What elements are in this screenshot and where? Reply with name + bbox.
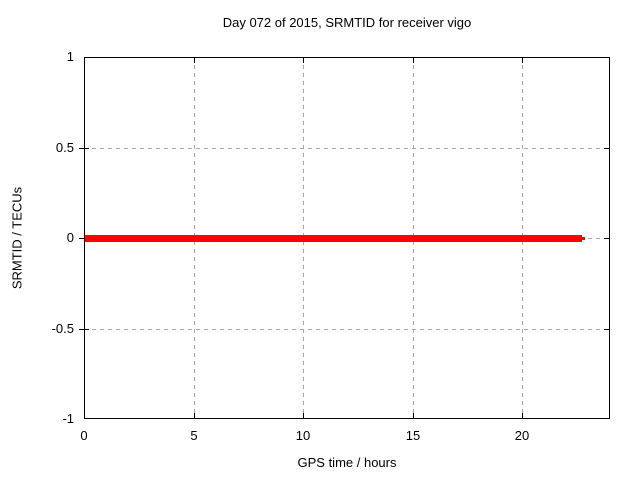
- x-tick-top: [194, 57, 195, 63]
- y-tick-right: [604, 148, 610, 149]
- x-tick-label: 0: [80, 428, 88, 443]
- y-tick-label: -0.5: [51, 321, 74, 336]
- series-line-endcap: [582, 237, 585, 240]
- y-tick-label: 0: [66, 230, 74, 245]
- gridline-horizontal: [84, 148, 610, 149]
- x-tick-bottom: [522, 413, 523, 419]
- x-tick-bottom: [303, 413, 304, 419]
- x-tick-bottom: [194, 413, 195, 419]
- x-tick-top: [303, 57, 304, 63]
- x-axis-label: GPS time / hours: [297, 455, 397, 470]
- y-tick-label: -1: [62, 411, 74, 426]
- series-line-srmtid: [84, 235, 582, 242]
- plot-border: [84, 57, 610, 419]
- x-tick-bottom: [413, 413, 414, 419]
- y-axis-label: SRMTID / TECUs: [9, 186, 25, 290]
- chart-title: Day 072 of 2015, SRMTID for receiver vig…: [222, 15, 472, 30]
- x-tick-top: [413, 57, 414, 63]
- x-tick-label: 15: [405, 428, 421, 443]
- y-tick-right: [604, 329, 610, 330]
- gridline-horizontal: [84, 329, 610, 330]
- y-tick-label: 1: [66, 49, 74, 64]
- x-tick-label: 10: [295, 428, 311, 443]
- x-tick-label: 20: [514, 428, 530, 443]
- y-tick-label: 0.5: [55, 140, 74, 155]
- x-tick-label: 5: [190, 428, 198, 443]
- x-tick-top: [522, 57, 523, 63]
- y-tick-right: [604, 238, 610, 239]
